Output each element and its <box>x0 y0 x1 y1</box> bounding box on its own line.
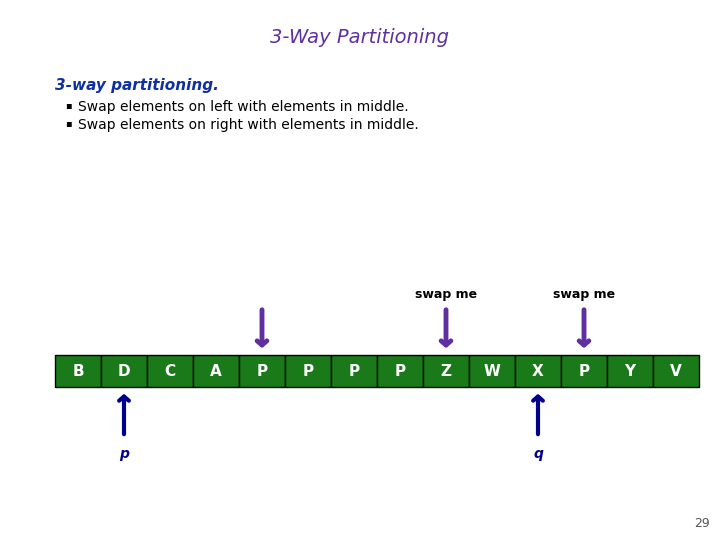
Text: W: W <box>484 363 500 379</box>
Text: q: q <box>533 447 543 461</box>
Bar <box>423 355 469 387</box>
Text: 3-way partitioning.: 3-way partitioning. <box>55 78 219 93</box>
Text: Z: Z <box>441 363 451 379</box>
Bar <box>147 355 193 387</box>
Bar <box>653 355 699 387</box>
Text: P: P <box>302 363 314 379</box>
Bar <box>607 355 653 387</box>
Text: Swap elements on right with elements in middle.: Swap elements on right with elements in … <box>78 118 419 132</box>
Text: C: C <box>164 363 176 379</box>
Text: D: D <box>117 363 130 379</box>
Text: swap me: swap me <box>553 288 615 301</box>
Bar <box>331 355 377 387</box>
Text: P: P <box>348 363 359 379</box>
Bar <box>285 355 331 387</box>
Bar <box>193 355 239 387</box>
Text: P: P <box>256 363 268 379</box>
Bar <box>239 355 285 387</box>
Bar <box>377 355 423 387</box>
Text: B: B <box>72 363 84 379</box>
Bar <box>515 355 561 387</box>
Text: X: X <box>532 363 544 379</box>
Text: ▪: ▪ <box>65 100 71 110</box>
Text: 29: 29 <box>694 517 710 530</box>
Text: Y: Y <box>624 363 636 379</box>
Text: p: p <box>119 447 129 461</box>
Text: ▪: ▪ <box>65 118 71 128</box>
Bar <box>55 355 101 387</box>
Bar <box>469 355 515 387</box>
Text: 3-Way Partitioning: 3-Way Partitioning <box>271 28 449 47</box>
Bar <box>101 355 147 387</box>
Text: P: P <box>578 363 590 379</box>
Text: V: V <box>670 363 682 379</box>
Text: A: A <box>210 363 222 379</box>
Text: P: P <box>395 363 405 379</box>
Bar <box>561 355 607 387</box>
Text: swap me: swap me <box>415 288 477 301</box>
Text: Swap elements on left with elements in middle.: Swap elements on left with elements in m… <box>78 100 409 114</box>
